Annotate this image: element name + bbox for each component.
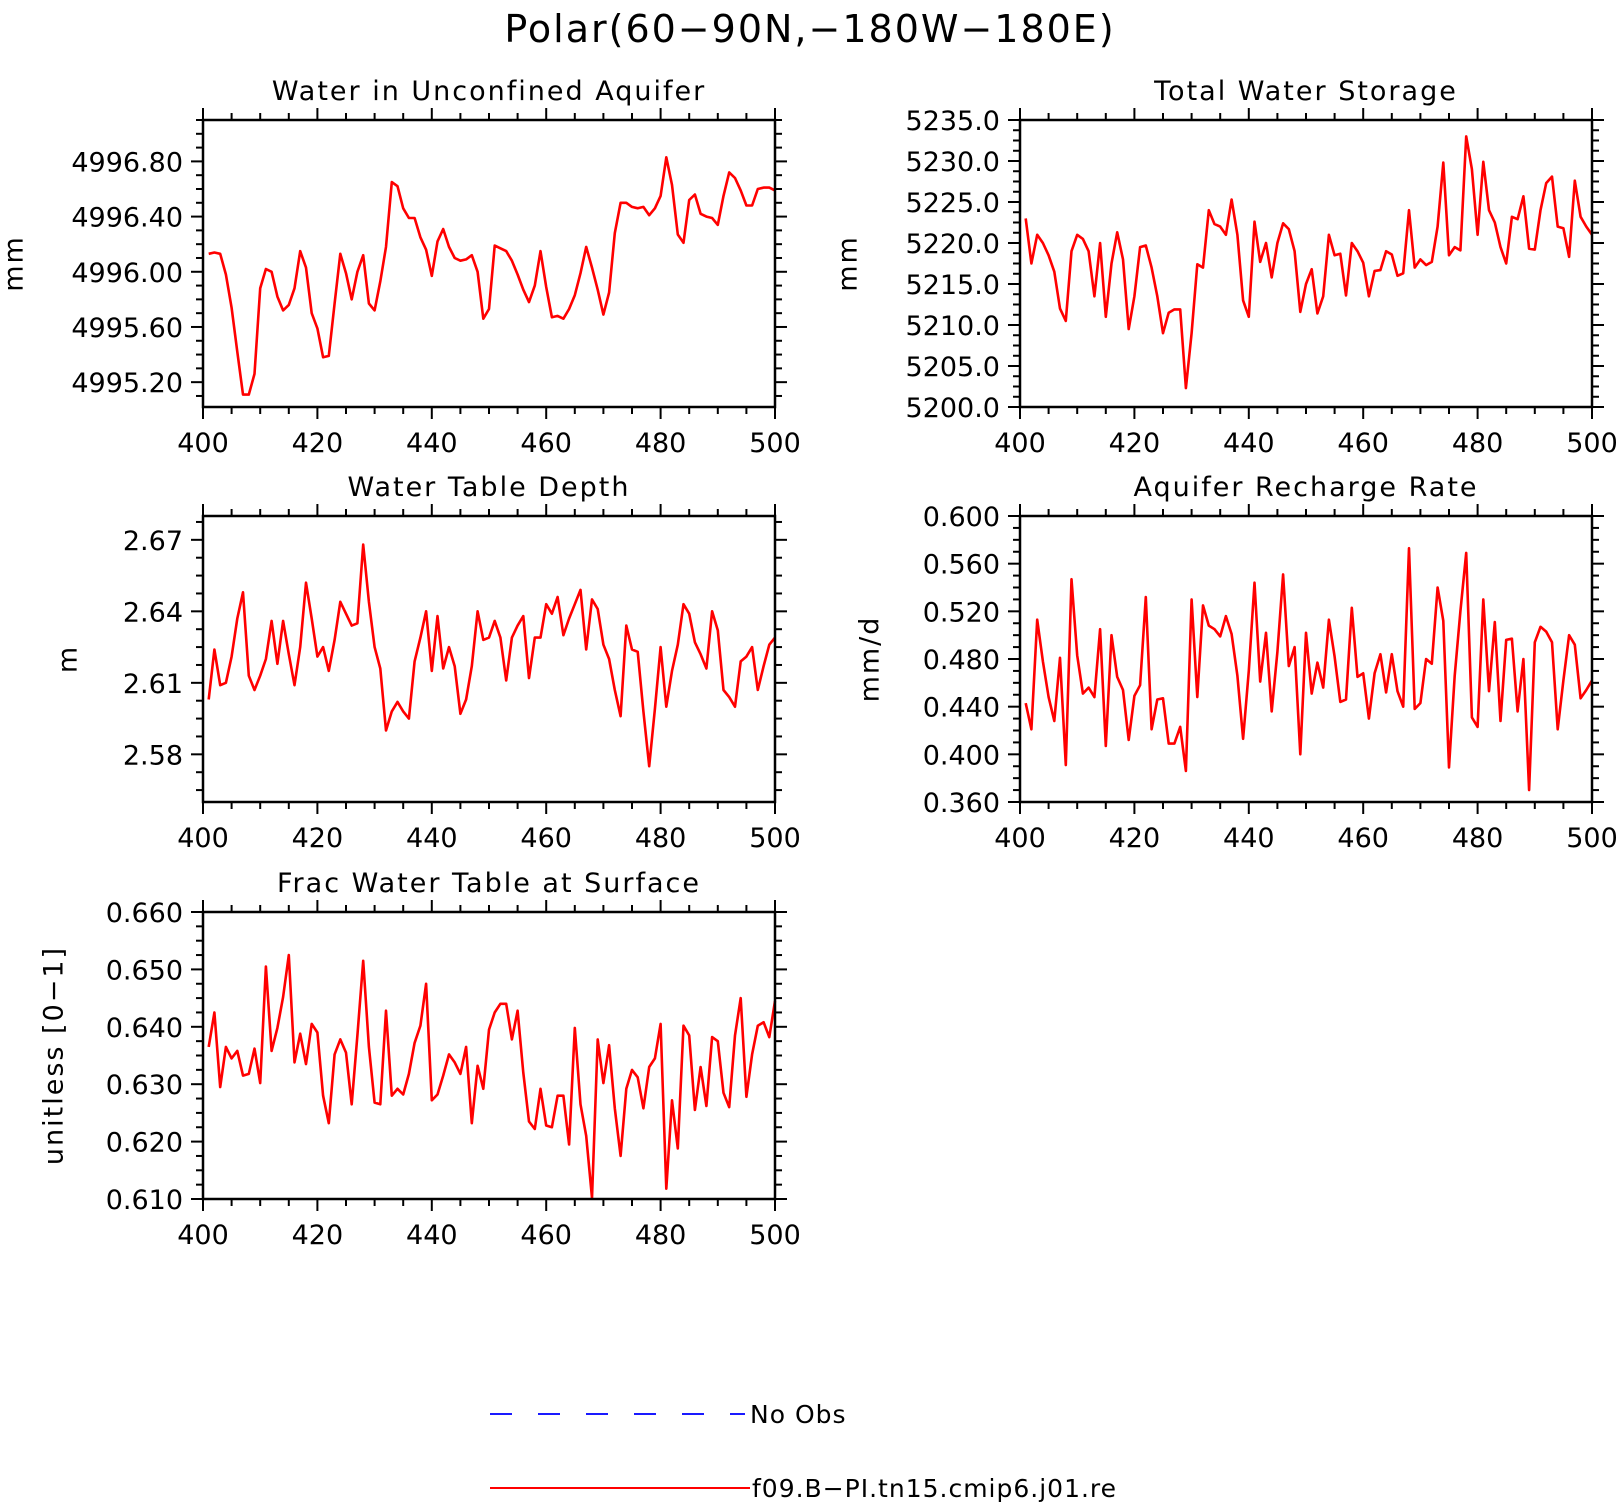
y-tick-label: 4996.80 — [71, 147, 183, 178]
y-tick-label: 0.440 — [923, 693, 1000, 724]
x-tick-label: 420 — [292, 823, 344, 854]
x-tick-label: 420 — [292, 1220, 344, 1251]
y-tick-label: 0.610 — [106, 1185, 183, 1216]
y-tick-label: 0.630 — [106, 1070, 183, 1101]
y-tick-label: 0.600 — [923, 502, 1000, 533]
chart-panel-3: Water Table Depth m 400 420 440 460 480 500 2.58… — [53, 472, 801, 854]
x-tick-label: 440 — [406, 428, 458, 459]
plot-frame — [1018, 118, 1594, 409]
x-tick-label: 420 — [1109, 823, 1161, 854]
x-tick-label: 400 — [177, 428, 229, 459]
y-tick-label: 5230.0 — [906, 147, 1000, 178]
y-axis-label: mm — [0, 235, 30, 292]
plot-frame — [201, 118, 777, 409]
x-tick-label: 460 — [520, 823, 572, 854]
y-tick-label: 0.400 — [923, 740, 1000, 771]
panel-title: Aquifer Recharge Rate — [1133, 472, 1478, 503]
panels: Water in Unconfined Aquifer mm 400 420 440 46… — [0, 76, 1618, 1251]
x-tick-label: 440 — [406, 1220, 458, 1251]
legend-label-no-obs: No Obs — [750, 1400, 847, 1429]
y-tick-label: 2.61 — [123, 669, 183, 700]
x-tick-label: 460 — [1337, 428, 1389, 459]
y-tick-label: 5225.0 — [906, 188, 1000, 219]
panel-title: Water Table Depth — [347, 472, 630, 503]
y-tick-label: 2.67 — [123, 526, 183, 557]
x-tick-label: 500 — [1566, 428, 1618, 459]
series-line — [1024, 546, 1594, 792]
y-tick-label: 5235.0 — [906, 106, 1000, 137]
x-tick-label: 440 — [1223, 428, 1275, 459]
y-tick-label: 4995.60 — [71, 313, 183, 344]
y-tick-label: 2.58 — [123, 740, 183, 771]
series-line — [208, 156, 776, 396]
x-tick-label: 500 — [1566, 823, 1618, 854]
x-tick-label: 480 — [635, 823, 687, 854]
chart-panel-2: Total Water Storage mm 400 420 440 460 480 500 5… — [833, 76, 1618, 459]
y-tick-label: 4995.20 — [71, 368, 183, 399]
y-tick-label: 5220.0 — [906, 229, 1000, 260]
y-tick-label: 0.360 — [923, 788, 1000, 819]
x-tick-label: 460 — [520, 428, 572, 459]
x-tick-label: 400 — [994, 823, 1046, 854]
y-tick-label: 4996.40 — [71, 203, 183, 234]
y-axis-label: mm/d — [855, 616, 886, 703]
plot-frame — [201, 910, 777, 1201]
y-axis-label: mm — [833, 235, 864, 292]
legend: No Obs f09.B−PI.tn15.cmip6.j01.re — [490, 1400, 1117, 1503]
y-axis-label: m — [53, 645, 84, 673]
y-tick-label: 0.520 — [923, 597, 1000, 628]
chart-panel-1: Water in Unconfined Aquifer mm 400 420 440 46… — [0, 76, 801, 459]
x-tick-label: 460 — [1337, 823, 1389, 854]
y-axis-label: unitless [0−1] — [39, 946, 70, 1165]
plot-frame — [201, 514, 777, 804]
x-tick-label: 480 — [635, 1220, 687, 1251]
panel-title: Total Water Storage — [1153, 76, 1458, 107]
x-tick-label: 420 — [1109, 428, 1161, 459]
y-tick-label: 0.650 — [106, 955, 183, 986]
x-tick-label: 500 — [749, 1220, 801, 1251]
y-tick-label: 0.640 — [106, 1013, 183, 1044]
chart-panel-4: Aquifer Recharge Rate mm/d 400 420 440 460 480… — [855, 472, 1618, 854]
y-tick-label: 5205.0 — [906, 352, 1000, 383]
y-tick-label: 4996.00 — [71, 258, 183, 289]
y-tick-label: 5200.0 — [906, 393, 1000, 424]
x-tick-label: 460 — [520, 1220, 572, 1251]
y-tick-label: 0.660 — [106, 898, 183, 929]
series-line — [1024, 135, 1594, 390]
y-tick-label: 5210.0 — [906, 311, 1000, 342]
x-tick-label: 500 — [749, 823, 801, 854]
series-line — [207, 543, 777, 768]
x-tick-label: 480 — [635, 428, 687, 459]
x-tick-label: 400 — [994, 428, 1046, 459]
panel-title: Water in Unconfined Aquifer — [272, 76, 706, 107]
x-tick-label: 400 — [177, 823, 229, 854]
figure-title: Polar(60−90N,−180W−180E) — [504, 7, 1115, 51]
x-tick-label: 440 — [1223, 823, 1275, 854]
x-tick-label: 440 — [406, 823, 458, 854]
x-tick-label: 480 — [1452, 823, 1504, 854]
chart-panel-5: Frac Water Table at Surface unitless [0−1… — [39, 868, 801, 1251]
x-tick-label: 500 — [749, 428, 801, 459]
series-line — [207, 953, 777, 1200]
x-tick-label: 420 — [292, 428, 344, 459]
panel-title: Frac Water Table at Surface — [277, 868, 701, 899]
y-tick-label: 2.64 — [123, 597, 183, 628]
plot-frame — [1018, 514, 1594, 804]
y-tick-label: 0.560 — [923, 550, 1000, 581]
legend-label-model: f09.B−PI.tn15.cmip6.j01.re — [752, 1474, 1117, 1503]
y-tick-label: 0.620 — [106, 1128, 183, 1159]
x-tick-label: 480 — [1452, 428, 1504, 459]
x-tick-label: 400 — [177, 1220, 229, 1251]
y-tick-label: 5215.0 — [906, 270, 1000, 301]
y-tick-label: 0.480 — [923, 645, 1000, 676]
